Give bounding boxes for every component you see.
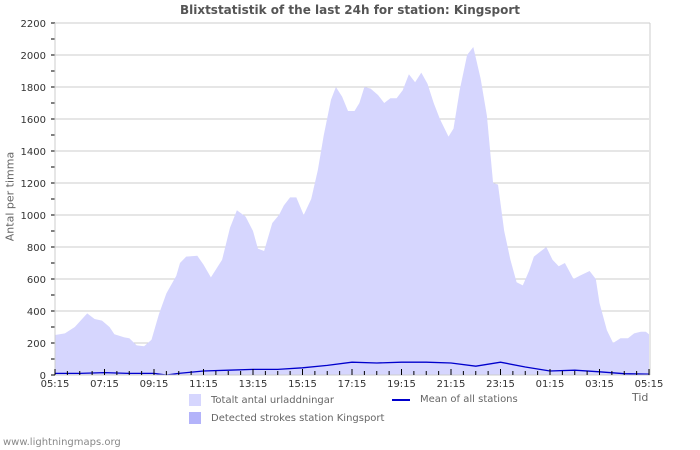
svg-text:1400: 1400 xyxy=(21,147,46,158)
svg-text:13:15: 13:15 xyxy=(239,379,268,390)
legend-item-detected: Detected strokes station Kingsport xyxy=(189,412,384,424)
svg-text:19:15: 19:15 xyxy=(387,379,416,390)
svg-text:400: 400 xyxy=(27,307,46,318)
legend-label-detected: Detected strokes station Kingsport xyxy=(211,412,385,424)
svg-text:01:15: 01:15 xyxy=(536,379,565,390)
legend-label-total: Totalt antal urladdningar xyxy=(211,394,335,406)
svg-text:2200: 2200 xyxy=(21,19,46,30)
svg-text:1800: 1800 xyxy=(21,83,46,94)
footer-source: www.lightningmaps.org xyxy=(3,437,121,448)
svg-text:2000: 2000 xyxy=(21,51,46,62)
legend-item-total: Totalt antal urladdningar xyxy=(189,394,334,406)
svg-text:15:15: 15:15 xyxy=(288,379,317,390)
svg-text:17:15: 17:15 xyxy=(338,379,367,390)
legend-item-mean: Mean of all stations xyxy=(392,394,518,405)
legend-swatch-detected xyxy=(189,412,201,424)
svg-text:0: 0 xyxy=(40,371,46,382)
svg-text:05:15: 05:15 xyxy=(635,379,664,390)
svg-text:23:15: 23:15 xyxy=(486,379,515,390)
svg-text:1000: 1000 xyxy=(21,211,46,222)
svg-text:05:15: 05:15 xyxy=(41,379,70,390)
svg-text:800: 800 xyxy=(27,243,46,254)
chart-title: Blixtstatistik of the last 24h for stati… xyxy=(179,3,521,17)
legend-swatch-mean xyxy=(392,398,410,401)
legend-swatch-total xyxy=(189,394,201,406)
legend-label-mean: Mean of all stations xyxy=(420,394,518,405)
svg-text:09:15: 09:15 xyxy=(140,379,169,390)
svg-text:07:15: 07:15 xyxy=(90,379,119,390)
svg-text:11:15: 11:15 xyxy=(189,379,218,390)
svg-text:600: 600 xyxy=(27,275,46,286)
axes: 0 200 400 600 800 1000 1200 1400 1600 1800 2000 220… xyxy=(21,19,664,390)
svg-text:1200: 1200 xyxy=(21,179,46,190)
svg-text:03:15: 03:15 xyxy=(585,379,614,390)
mean-all-stations-line xyxy=(55,361,650,376)
svg-text:1600: 1600 xyxy=(21,115,46,126)
total-discharges-area xyxy=(55,47,649,375)
svg-text:21:15: 21:15 xyxy=(437,379,466,390)
x-axis-label: Tid xyxy=(632,391,649,404)
svg-text:200: 200 xyxy=(27,339,46,350)
